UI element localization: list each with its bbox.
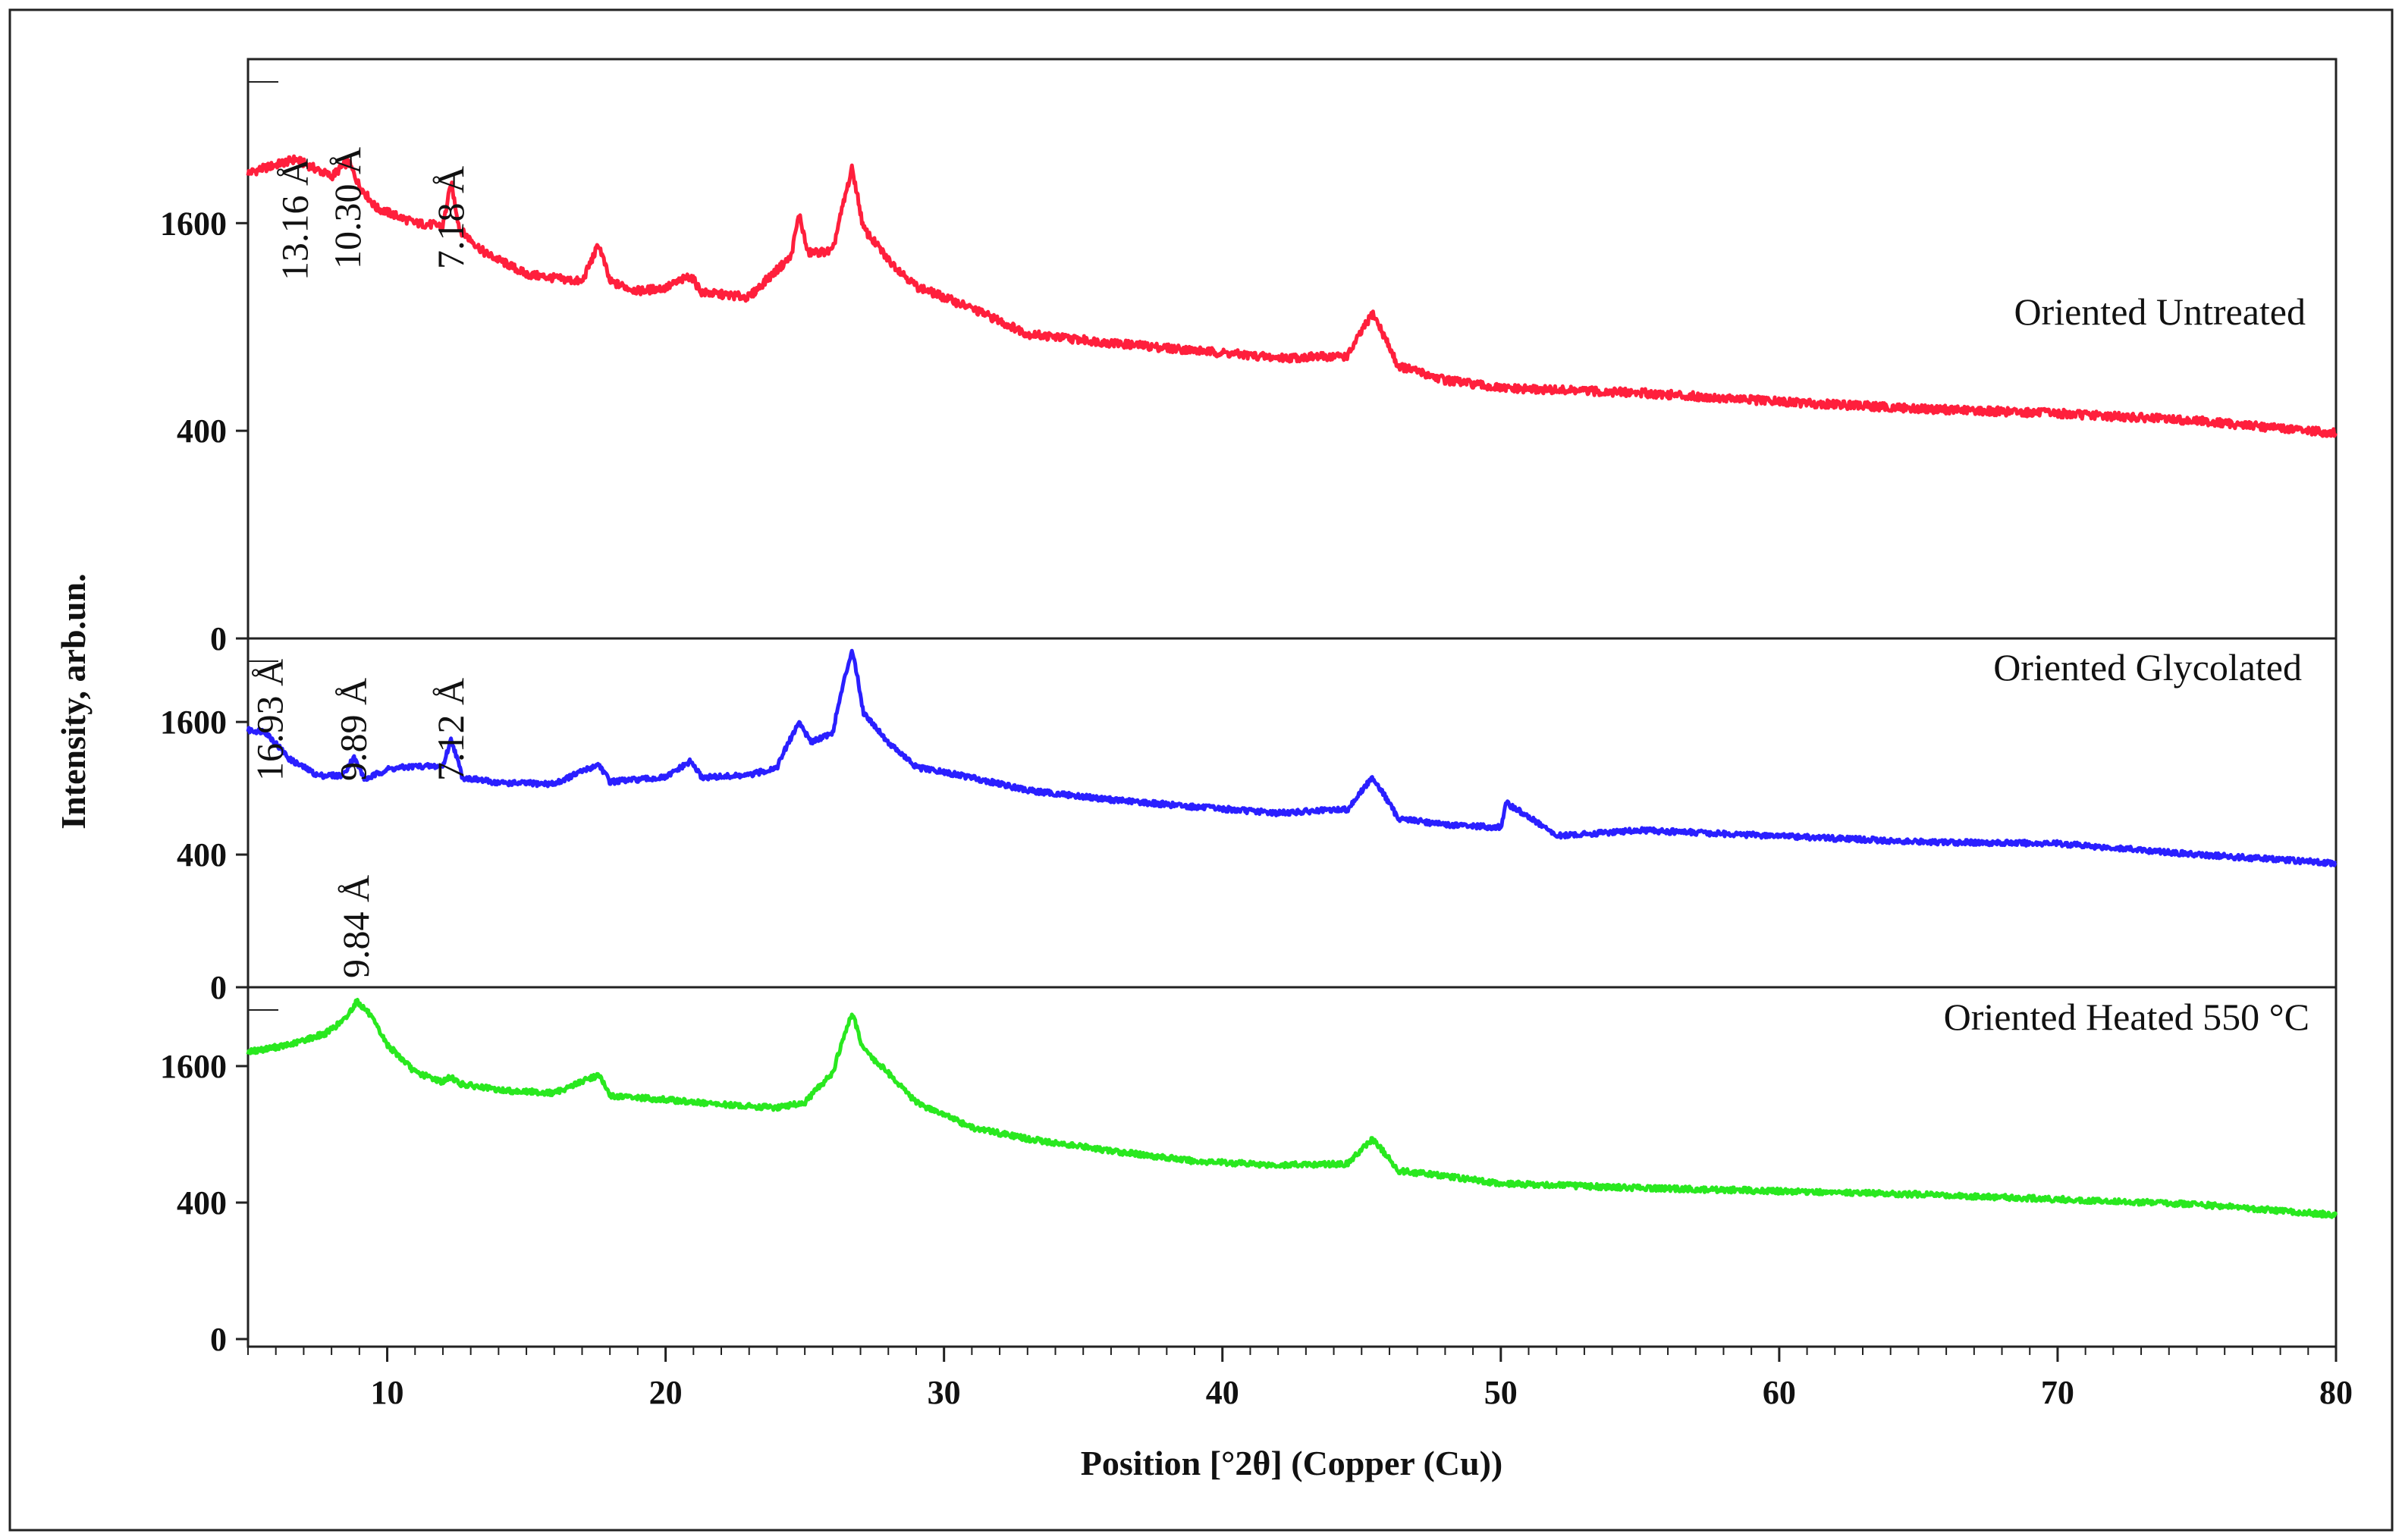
x-tick-label: 40	[1206, 1374, 1239, 1411]
peak-label: 10.30 Å	[326, 147, 369, 269]
x-tick-label: 10	[371, 1374, 404, 1411]
peak-label: 7.18 Å	[429, 166, 472, 269]
x-tick-label: 60	[1763, 1374, 1796, 1411]
y-tick-label: 0	[210, 1321, 227, 1358]
series-line	[246, 997, 2338, 1219]
y-tick-label: 1600	[160, 1048, 227, 1085]
x-tick-label: 20	[649, 1374, 683, 1411]
series-label: Oriented Untreated	[2014, 290, 2306, 333]
peak-label: 13.16 Å	[273, 158, 316, 281]
series-label: Oriented Glycolated	[1993, 646, 2302, 688]
series-label: Oriented Heated 550 °C	[1944, 996, 2309, 1038]
peak-label: 9.84 Å	[334, 875, 377, 978]
x-tick-label: 50	[1484, 1374, 1518, 1411]
chart-panels: 0 400 1600 Oriented Untreated 13.16 Å 10.30 Å…	[160, 81, 2338, 1358]
y-tick-label: 1600	[160, 704, 227, 741]
peak-label: 16.93 Å	[248, 659, 290, 781]
y-tick-label: 0	[210, 969, 227, 1006]
y-tick-label: 0	[210, 620, 227, 657]
panel-1: 0 400 1600 Oriented Untreated 13.16 Å 10.30 Å…	[160, 81, 2338, 657]
y-tick-label: 400	[177, 1184, 227, 1222]
panel-2: 0 400 1600 Oriented Glycolated 16.93 Å 9.89 Å…	[160, 637, 2338, 1006]
plot-frame	[246, 58, 2338, 1348]
y-tick-label: 400	[177, 836, 227, 874]
x-axis: 10 20 30 40 50 60 70 80	[247, 1347, 2353, 1411]
peak-label: 9.89 Å	[332, 678, 375, 781]
y-tick-label: 400	[177, 412, 227, 450]
series-line	[246, 648, 2338, 867]
x-tick-label: 70	[2041, 1374, 2074, 1411]
peak-label: 7.12 Å	[429, 678, 472, 781]
series-line	[246, 154, 2338, 438]
x-tick-label: 30	[928, 1374, 961, 1411]
y-axis-title: Intensity, arb.un.	[54, 573, 93, 829]
x-axis-title: Position [°2θ] (Copper (Cu))	[1081, 1444, 1502, 1482]
panel-3: 0 400 1600 Oriented Heated 550 °C 9.84 Å	[160, 875, 2338, 1358]
x-tick-label: 80	[2319, 1374, 2353, 1411]
y-tick-label: 1600	[160, 205, 227, 242]
